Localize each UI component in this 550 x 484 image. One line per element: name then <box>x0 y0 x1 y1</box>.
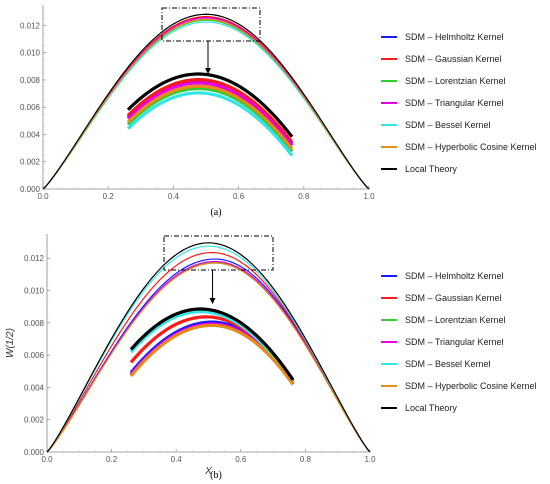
y-tick-label: 0.010 <box>20 49 41 58</box>
legend-label: SDM – Gaussian Kernel <box>405 293 502 303</box>
x-tick-label: 0.0 <box>37 192 49 201</box>
inset-series-line-local-theory <box>126 72 294 138</box>
legend-label: SDM – Gaussian Kernel <box>405 54 502 64</box>
x-tick-label: 0.2 <box>106 455 118 464</box>
x-tick-label: 1.0 <box>363 192 375 201</box>
series-line-sdm-helmholtz-kernel <box>46 258 371 453</box>
legend-label: SDM – Helmholtz Kernel <box>405 271 504 281</box>
zoom-arrow-head <box>205 68 211 74</box>
legend-label: Local Theory <box>405 164 457 174</box>
zoom-region-box <box>161 7 261 42</box>
series-line-sdm-triangular-kernel <box>42 17 370 190</box>
y-tick-label: 0.008 <box>24 319 45 328</box>
legend-label: SDM – Lorentzian Kernel <box>405 76 506 86</box>
series-line-sdm-helmholtz-kernel <box>42 16 370 190</box>
y-tick-label: 0.004 <box>20 130 41 139</box>
y-tick-label: 0.000 <box>20 185 41 194</box>
inset-series-line-sdm-triangular-kernel <box>126 81 294 147</box>
x-tick-label: 0.6 <box>233 192 245 201</box>
y-tick-label: 0.006 <box>24 351 45 360</box>
x-axis-label: X <box>204 466 212 477</box>
zoom-region-box <box>163 235 274 271</box>
x-tick-label: 0.4 <box>168 192 180 201</box>
series-line-local-theory <box>42 13 370 190</box>
inset-series-line-sdm-lorentzian-kernel <box>126 86 294 153</box>
x-tick-label: 0.6 <box>235 455 247 464</box>
y-tick-label: 0.000 <box>24 448 45 457</box>
inset-series-line-sdm-bessel-kernel <box>126 91 294 157</box>
x-tick-label: 1.0 <box>364 455 376 464</box>
y-axis-label: W(1/2) <box>5 328 16 358</box>
inset-series-line-sdm-hyperbolic-cosine-kernel <box>126 84 294 151</box>
series-line-sdm-hyperbolic-cosine-kernel <box>42 18 370 190</box>
legend-label: SDM – Hyperbolic Cosine Kernel <box>405 381 537 391</box>
legend-label: SDM – Bessel Kernel <box>405 359 491 369</box>
series-line-sdm-lorentzian-kernel <box>46 261 371 453</box>
series-line-sdm-bessel-kernel <box>46 245 371 453</box>
series-line-local-theory <box>46 242 371 453</box>
y-tick-label: 0.012 <box>24 254 45 263</box>
y-tick-label: 0.002 <box>24 416 45 425</box>
inset-series-line-local-theory <box>129 307 295 381</box>
legend-label: SDM – Bessel Kernel <box>405 120 491 130</box>
caption-b: (b) <box>210 470 222 481</box>
y-tick-label: 0.002 <box>20 158 41 167</box>
series-line-sdm-gaussian-kernel <box>42 15 370 190</box>
y-tick-label: 0.004 <box>24 383 45 392</box>
inset-series-line-sdm-bessel-kernel <box>129 310 295 384</box>
inset-series-line-sdm-hyperbolic-cosine-kernel <box>129 323 295 386</box>
legend-label: SDM – Lorentzian Kernel <box>405 315 506 325</box>
x-tick-label: 0.2 <box>103 192 115 201</box>
legend-label: SDM – Triangular Kernel <box>405 98 504 108</box>
zoom-arrow-head <box>209 298 216 304</box>
x-tick-label: 0.8 <box>298 192 310 201</box>
series-line-sdm-gaussian-kernel <box>46 251 371 453</box>
series-line-sdm-hyperbolic-cosine-kernel <box>46 262 371 453</box>
chart-panel-b: 0.0 0.2 0.4 0.6 0.8 1.0 0.000 0.002 0.004 0.006 0.… <box>5 234 537 477</box>
y-tick-label: 0.010 <box>24 287 45 296</box>
legend-label: SDM – Helmholtz Kernel <box>405 32 504 42</box>
series-line-sdm-bessel-kernel <box>42 21 370 190</box>
caption-a: (a) <box>210 207 221 218</box>
legend-label: SDM – Hyperbolic Cosine Kernel <box>405 142 537 152</box>
legend-label: Local Theory <box>405 403 457 413</box>
x-tick-label: 0.8 <box>300 455 312 464</box>
y-tick-label: 0.006 <box>20 103 41 112</box>
chart-panel-a: 0.0 0.2 0.4 0.6 0.8 1.0 0.000 0.002 0.004 0.006 0.… <box>20 5 537 201</box>
inset-series-line-sdm-gaussian-kernel <box>126 78 294 144</box>
series-line-sdm-lorentzian-kernel <box>42 19 370 190</box>
y-tick-label: 0.008 <box>20 76 41 85</box>
legend-label: SDM – Triangular Kernel <box>405 337 504 347</box>
x-tick-label: 0.4 <box>171 455 183 464</box>
x-tick-label: 0.0 <box>41 455 53 464</box>
y-tick-label: 0.012 <box>20 21 41 30</box>
series-line-sdm-triangular-kernel <box>46 260 371 453</box>
